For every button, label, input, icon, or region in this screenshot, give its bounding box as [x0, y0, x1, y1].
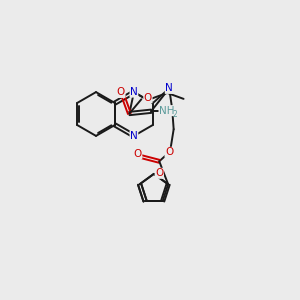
- Text: N: N: [165, 83, 173, 93]
- Text: O: O: [165, 147, 173, 157]
- Text: O: O: [144, 93, 152, 103]
- Text: O: O: [134, 149, 142, 159]
- Text: NH: NH: [159, 106, 175, 116]
- Text: O: O: [117, 87, 125, 98]
- Text: N: N: [130, 87, 138, 97]
- Text: O: O: [155, 168, 164, 178]
- Text: N: N: [130, 131, 138, 141]
- Text: 2: 2: [173, 110, 178, 119]
